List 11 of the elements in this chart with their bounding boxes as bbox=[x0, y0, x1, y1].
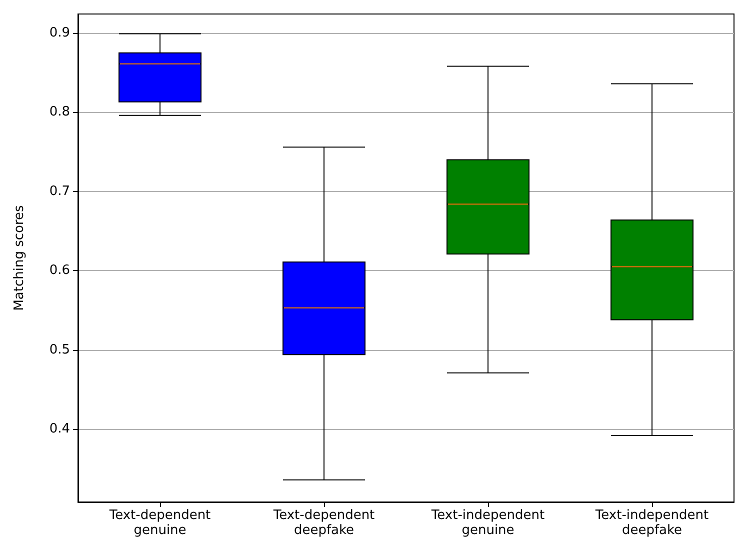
y-axis-title: Matching scores bbox=[12, 204, 27, 311]
y-tick-label: 0.8 bbox=[49, 104, 70, 120]
x-tick-label: Text-dependent genuine bbox=[108, 508, 211, 538]
y-tick-label: 0.4 bbox=[49, 422, 70, 437]
y-tick-label: 0.5 bbox=[49, 342, 70, 358]
y-tick-label: 0.7 bbox=[49, 184, 70, 199]
x-tick-label: Text-dependent deepfake bbox=[272, 508, 375, 538]
x-tick-label: Text-independent genuine bbox=[430, 508, 545, 538]
x-tick-label: Text-independent deepfake bbox=[594, 508, 709, 538]
y-tick-label: 0.9 bbox=[49, 26, 70, 41]
y-tick-label: 0.6 bbox=[49, 263, 70, 278]
